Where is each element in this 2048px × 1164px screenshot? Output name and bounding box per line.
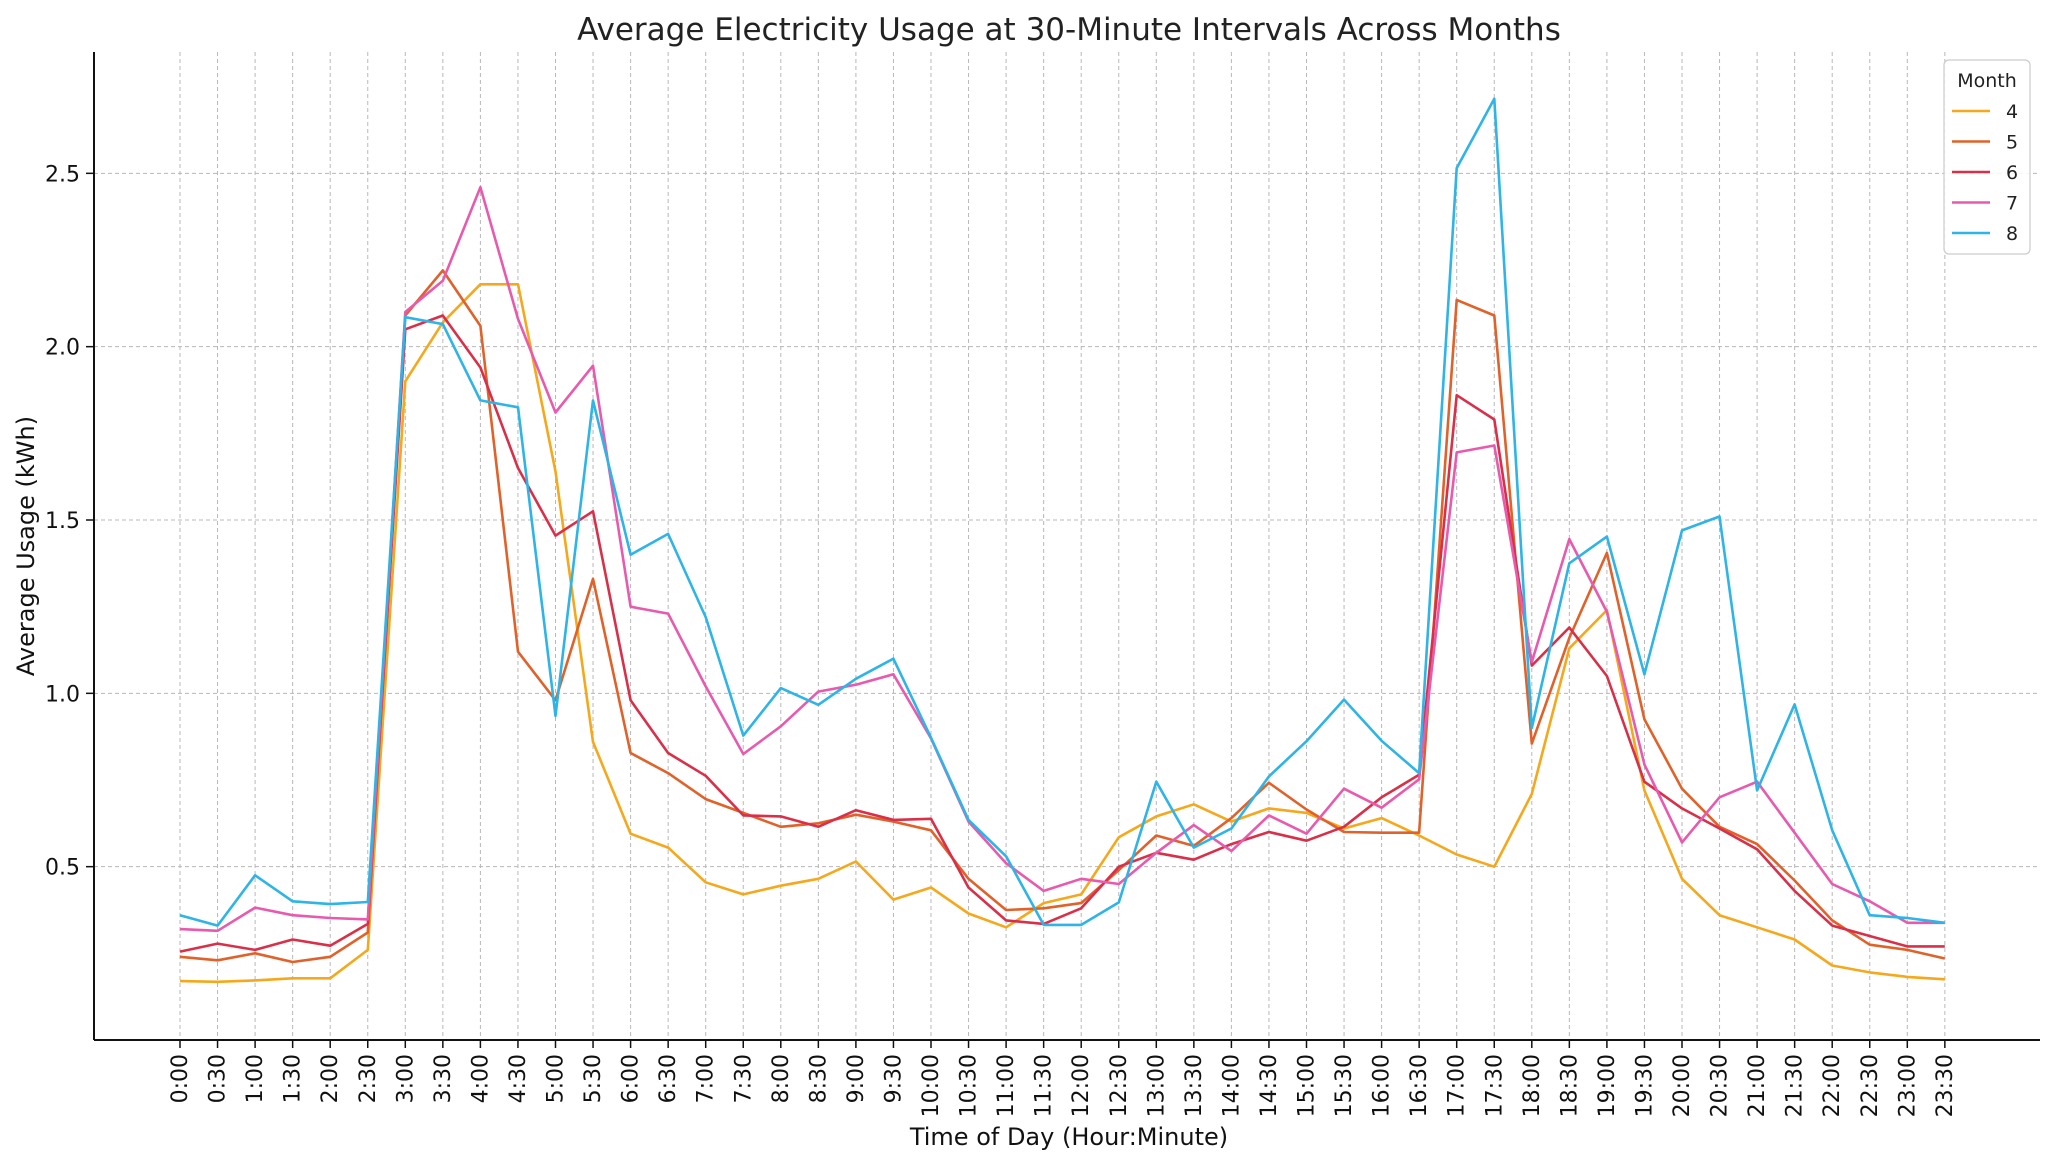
x-tick-label: 18:00 <box>1520 1054 1545 1117</box>
x-tick-label: 9:30 <box>881 1054 906 1103</box>
x-tick-label: 3:30 <box>431 1054 456 1103</box>
series-line-5 <box>179 269 1946 964</box>
x-axis-title: Time of Day (Hour:Minute) <box>909 1123 1228 1151</box>
x-tick-label: 11:00 <box>994 1054 1019 1117</box>
series-line-8 <box>179 97 1945 927</box>
x-tick-label: 8:00 <box>769 1054 794 1103</box>
legend: Month 4 5 6 7 8 <box>1943 59 2031 255</box>
x-tick-label: 0:00 <box>168 1054 193 1103</box>
legend-label-5: 5 <box>2006 132 2018 154</box>
x-tick-label: 22:00 <box>1820 1054 1845 1117</box>
x-tick-label: 7:30 <box>731 1054 756 1103</box>
x-tick-label: 17:30 <box>1482 1054 1507 1117</box>
x-tick-label: 14:30 <box>1257 1054 1282 1117</box>
x-tick-label: 19:00 <box>1595 1054 1620 1117</box>
x-tick-label: 6:30 <box>656 1054 681 1103</box>
legend-label-6: 6 <box>2006 162 2018 184</box>
x-tick-label: 13:00 <box>1144 1054 1169 1117</box>
x-tick-label: 23:30 <box>1933 1054 1958 1117</box>
x-tick-label: 12:00 <box>1069 1054 1094 1117</box>
x-tick-label: 8:30 <box>806 1054 831 1103</box>
legend-box <box>1943 59 2031 255</box>
x-tick-label: 23:00 <box>1895 1054 1920 1117</box>
x-tick-label: 6:00 <box>619 1054 644 1103</box>
x-tick-label: 20:30 <box>1708 1054 1733 1117</box>
y-tick-label: 1.5 <box>45 509 80 534</box>
x-tick-label: 9:00 <box>844 1054 869 1103</box>
x-tick-label: 7:00 <box>694 1054 719 1103</box>
x-tick-label: 5:00 <box>544 1054 569 1103</box>
series-line-6 <box>179 314 1945 953</box>
x-tick-label: 14:00 <box>1219 1054 1244 1117</box>
series-line-7 <box>179 185 1945 933</box>
x-tick-label: 16:00 <box>1370 1054 1395 1117</box>
x-tick-label: 4:00 <box>468 1054 493 1103</box>
x-tick-label: 16:30 <box>1407 1054 1432 1117</box>
x-tick-label: 1:00 <box>243 1054 268 1103</box>
x-tick-label: 5:30 <box>581 1054 606 1103</box>
grid <box>94 52 2040 1040</box>
x-tick-label: 12:30 <box>1107 1054 1132 1117</box>
x-tick-label: 10:30 <box>957 1054 982 1117</box>
x-tick-label: 22:30 <box>1858 1054 1883 1117</box>
series-lines <box>179 97 1946 984</box>
x-tick-label: 21:00 <box>1745 1054 1770 1117</box>
x-tick-label: 15:00 <box>1295 1054 1320 1117</box>
x-tick-label: 0:30 <box>206 1054 231 1103</box>
x-tick-label: 19:30 <box>1632 1054 1657 1117</box>
x-tick-label: 4:30 <box>506 1054 531 1103</box>
chart-title: Average Electricity Usage at 30-Minute I… <box>577 12 1561 48</box>
y-tick-label: 2.0 <box>45 336 80 361</box>
x-tick-label: 1:30 <box>281 1054 306 1103</box>
x-tick-label: 21:30 <box>1783 1054 1808 1117</box>
x-tick-label: 11:30 <box>1032 1054 1057 1117</box>
y-tick-label: 1.0 <box>45 682 80 707</box>
legend-label-8: 8 <box>2006 223 2018 245</box>
axes <box>86 52 2040 1048</box>
x-tick-label: 13:30 <box>1182 1054 1207 1117</box>
x-tick-labels: 0:00 0:30 1:00 1:30 2:00 2:30 3:00 3:30 4:00 4:30… <box>168 1054 1958 1117</box>
x-tick-label: 2:00 <box>318 1054 343 1103</box>
legend-label-4: 4 <box>2006 101 2018 123</box>
legend-title: Month <box>1957 70 2017 92</box>
y-tick-label: 0.5 <box>45 856 80 881</box>
y-tick-labels: 0.5 1.0 1.5 2.0 2.5 <box>45 162 80 880</box>
series-line-4 <box>179 282 1945 984</box>
x-tick-label: 15:30 <box>1332 1054 1357 1117</box>
x-tick-label: 2:30 <box>356 1054 381 1103</box>
x-tick-label: 20:00 <box>1670 1054 1695 1117</box>
legend-label-7: 7 <box>2006 193 2018 215</box>
x-tick-label: 17:00 <box>1445 1054 1470 1117</box>
x-tick-label: 18:30 <box>1557 1054 1582 1117</box>
x-tick-label: 10:00 <box>919 1054 944 1117</box>
y-tick-label: 2.5 <box>45 162 80 187</box>
y-axis-title: Average Usage (kWh) <box>12 416 40 676</box>
x-tick-label: 3:00 <box>393 1054 418 1103</box>
